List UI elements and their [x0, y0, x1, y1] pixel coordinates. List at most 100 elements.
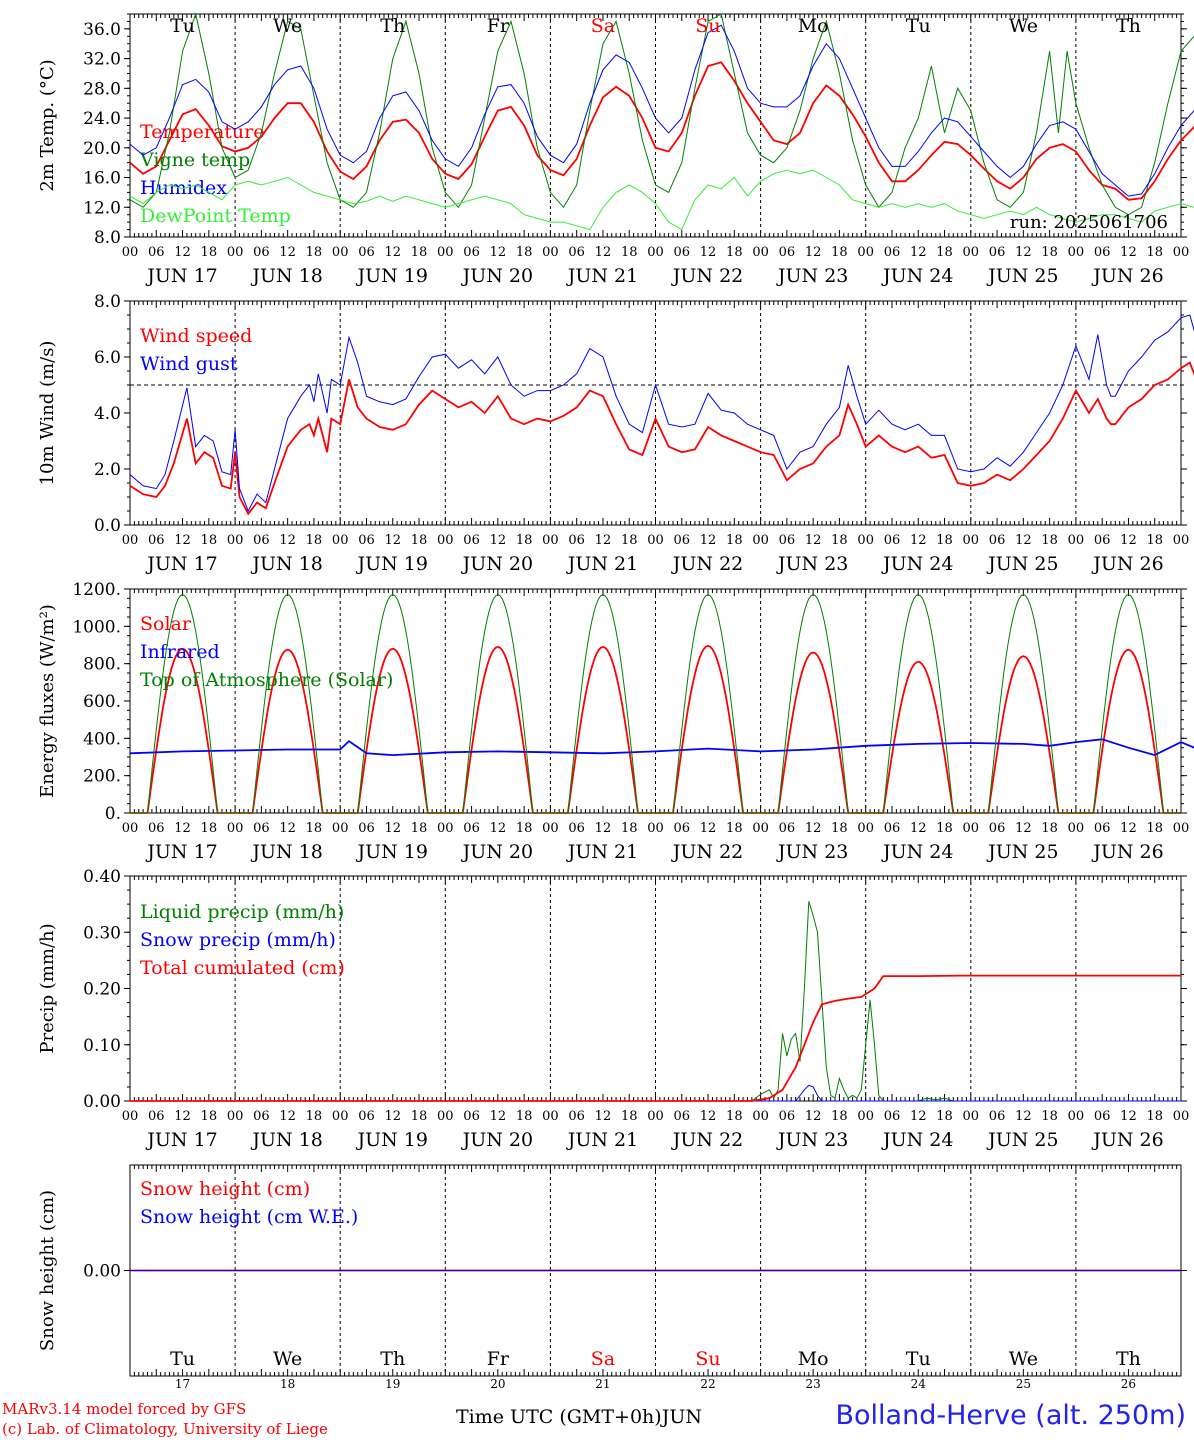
panel-3: 0. 200. 400. 600. 800. 1000. 1200. Energy fluxe… — [37, 580, 1194, 863]
month-label: JUN — [661, 1406, 702, 1428]
hour-tick-label: 06 — [989, 821, 1006, 836]
series-line-1-1 — [129, 61, 1194, 201]
day-number-label: 23 — [806, 1377, 821, 1390]
hour-tick-label: 18 — [936, 821, 953, 836]
day-number-label: 18 — [280, 1377, 295, 1390]
date-label: JUN 21 — [566, 1129, 638, 1151]
hour-tick-label: 18 — [1041, 245, 1058, 260]
date-label: JUN 20 — [461, 1129, 533, 1151]
weekday-label: Sa — [591, 15, 615, 37]
hour-tick-label: 00 — [647, 245, 664, 260]
hour-tick-label: 18 — [201, 245, 218, 260]
legend-entry: Temperature — [140, 121, 264, 143]
hour-tick-label: 12 — [279, 533, 296, 548]
y-tick-label: 16.0 — [83, 169, 121, 189]
hour-tick-label: 00 — [647, 821, 664, 836]
y-tick-label: 1200. — [72, 580, 121, 600]
hour-tick-label: 06 — [358, 821, 375, 836]
hour-tick-label: 18 — [411, 245, 428, 260]
hour-tick-label: 06 — [358, 533, 375, 548]
hour-tick-label: 00 — [332, 245, 349, 260]
date-label: JUN 25 — [986, 265, 1058, 287]
lab-credit: (c) Lab. of Climatology, University of L… — [2, 1420, 328, 1438]
panel-5: 0.00 Snow height (cm) Snow height (cm) Snow… — [37, 1164, 1187, 1391]
date-label: JUN 20 — [461, 841, 533, 863]
date-label: JUN 24 — [881, 1129, 953, 1151]
date-label: JUN 18 — [250, 265, 322, 287]
weekday-label: Mo — [798, 1348, 829, 1370]
hour-tick-label: 12 — [490, 1109, 507, 1124]
legend-entry: DewPoint Temp — [140, 205, 291, 227]
date-label: JUN 21 — [566, 553, 638, 575]
series-line-1-3 — [129, 24, 1194, 197]
hour-tick-label: 06 — [1094, 533, 1111, 548]
hour-tick-label: 12 — [1015, 1109, 1032, 1124]
hour-tick-label: 06 — [674, 245, 691, 260]
hour-tick-label: 00 — [1173, 245, 1190, 260]
hour-tick-label: 12 — [384, 245, 401, 260]
hour-tick-label: 06 — [1094, 245, 1111, 260]
series-line-1-4 — [129, 169, 1194, 231]
hour-tick-label: 00 — [122, 1109, 139, 1124]
hour-tick-label: 06 — [568, 245, 585, 260]
station-label: Bolland-Herve (alt. 250m) — [835, 1400, 1186, 1431]
hour-tick-label: 12 — [279, 1109, 296, 1124]
hour-tick-label: 18 — [306, 533, 323, 548]
time-utc-label: Time UTC (GMT+0h) — [456, 1406, 662, 1428]
y-tick-label: 12.0 — [83, 198, 121, 218]
y-tick-label: 32.0 — [83, 50, 121, 70]
date-label: JUN 25 — [986, 841, 1058, 863]
hour-tick-label: 06 — [1094, 821, 1111, 836]
hour-tick-label: 00 — [752, 821, 769, 836]
hour-tick-label: 12 — [805, 1109, 822, 1124]
hour-tick-label: 12 — [595, 533, 612, 548]
y-tick-label: 0.30 — [83, 923, 121, 943]
hour-tick-label: 12 — [174, 1109, 191, 1124]
hour-tick-label: 06 — [674, 533, 691, 548]
date-label: JUN 21 — [566, 265, 638, 287]
hour-tick-label: 06 — [884, 533, 901, 548]
y-axis-label: 2m Temp. (°C) — [37, 59, 58, 191]
series-line-1-2 — [129, 12, 1194, 216]
y-tick-label: 0.00 — [83, 1262, 121, 1282]
y-tick-label: 400. — [83, 729, 121, 749]
hour-tick-label: 06 — [253, 245, 270, 260]
date-label: JUN 19 — [356, 553, 428, 575]
date-label: JUN 23 — [776, 553, 848, 575]
panel-2: 0.0 2.0 4.0 6.0 8.0 10m Wind (m/s) 00 06 12 18 00 0… — [37, 292, 1194, 575]
date-label: JUN 23 — [776, 1129, 848, 1151]
hour-tick-label: 18 — [516, 245, 533, 260]
hour-tick-label: 00 — [647, 533, 664, 548]
hour-tick-label: 00 — [752, 245, 769, 260]
hour-tick-label: 00 — [857, 245, 874, 260]
hour-tick-label: 00 — [752, 533, 769, 548]
y-tick-label: 6.0 — [94, 348, 121, 368]
weekday-label: We — [1009, 1348, 1038, 1370]
hour-tick-label: 18 — [621, 821, 638, 836]
hour-tick-label: 00 — [122, 533, 139, 548]
day-number-label: 22 — [700, 1377, 715, 1390]
hour-tick-label: 06 — [1094, 1109, 1111, 1124]
weekday-label: Fr — [487, 1348, 510, 1370]
hour-tick-label: 00 — [963, 245, 980, 260]
legend-entry: Total cumulated (cm) — [140, 957, 345, 979]
panel-4: 0.00 0.10 0.20 0.30 0.40 Precip (mm/h) 00 06 12 1… — [37, 867, 1189, 1151]
hour-tick-label: 00 — [437, 245, 454, 260]
run-annotation: run: 2025061706 — [1010, 212, 1168, 233]
hour-tick-label: 12 — [700, 533, 717, 548]
hour-tick-label: 12 — [805, 533, 822, 548]
y-tick-label: 1000. — [72, 617, 121, 637]
weekday-label: We — [1009, 15, 1038, 37]
hour-tick-label: 18 — [621, 245, 638, 260]
model-credit: MARv3.14 model forced by GFS — [2, 1400, 247, 1418]
day-number-label: 20 — [490, 1377, 505, 1390]
hour-tick-label: 12 — [384, 533, 401, 548]
hour-tick-label: 06 — [463, 821, 480, 836]
legend-entry: Snow height (cm W.E.) — [140, 1206, 358, 1228]
hour-tick-label: 06 — [568, 821, 585, 836]
date-label: JUN 19 — [356, 1129, 428, 1151]
hour-tick-label: 18 — [306, 821, 323, 836]
hour-tick-label: 18 — [831, 821, 848, 836]
date-label: JUN 23 — [776, 841, 848, 863]
hour-tick-label: 06 — [884, 245, 901, 260]
